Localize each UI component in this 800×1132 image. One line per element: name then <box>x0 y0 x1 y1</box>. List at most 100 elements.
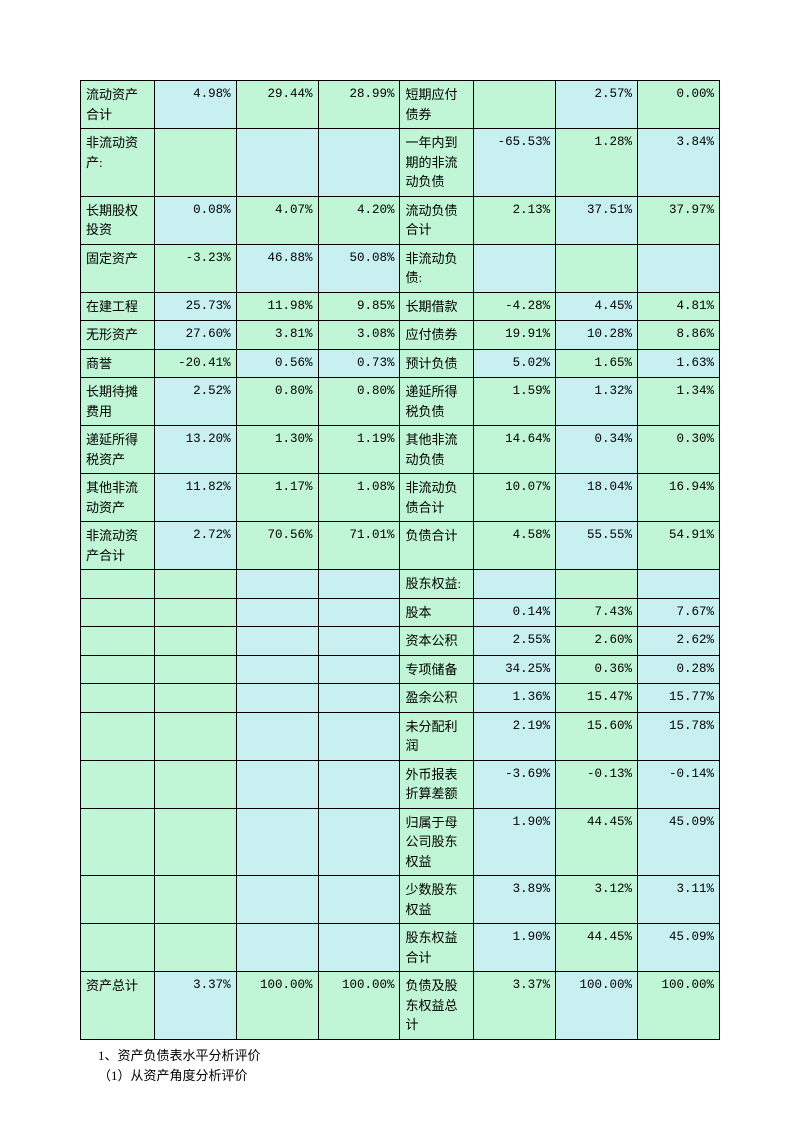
table-row: 股东权益: <box>81 570 720 599</box>
right-label: 股东权益: <box>400 570 474 599</box>
left-label <box>81 808 155 876</box>
col-d <box>474 81 556 129</box>
table-row: 归属于母公司股东权益1.90%44.45%45.09% <box>81 808 720 876</box>
right-label: 股东权益合计 <box>400 924 474 972</box>
right-label: 负债合计 <box>400 522 474 570</box>
col-e: 44.45% <box>556 808 638 876</box>
col-d: 0.14% <box>474 598 556 627</box>
right-label: 少数股东权益 <box>400 876 474 924</box>
col-d: -4.28% <box>474 292 556 321</box>
right-label: 专项储备 <box>400 655 474 684</box>
col-b <box>236 129 318 197</box>
col-a: 2.52% <box>154 378 236 426</box>
col-d: 1.90% <box>474 924 556 972</box>
col-a <box>154 760 236 808</box>
col-b <box>236 712 318 760</box>
right-label: 非流动负债: <box>400 244 474 292</box>
table-row: 长期待摊费用2.52%0.80%0.80%递延所得税负债1.59%1.32%1.… <box>81 378 720 426</box>
left-label <box>81 712 155 760</box>
col-e: 0.34% <box>556 426 638 474</box>
right-label: 一年内到期的非流动负债 <box>400 129 474 197</box>
col-a <box>154 129 236 197</box>
col-e: 3.12% <box>556 876 638 924</box>
col-e: 2.60% <box>556 627 638 656</box>
table-row: 股本0.14%7.43%7.67% <box>81 598 720 627</box>
col-a: 4.98% <box>154 81 236 129</box>
col-f: -0.14% <box>638 760 720 808</box>
col-f: 3.11% <box>638 876 720 924</box>
table-row: 流动资产合计4.98%29.44%28.99%短期应付债券2.57%0.00% <box>81 81 720 129</box>
col-f: 0.00% <box>638 81 720 129</box>
col-e: 4.45% <box>556 292 638 321</box>
left-label: 在建工程 <box>81 292 155 321</box>
col-a <box>154 712 236 760</box>
balance-sheet-table: 流动资产合计4.98%29.44%28.99%短期应付债券2.57%0.00% 非… <box>80 80 720 1040</box>
col-b <box>236 924 318 972</box>
col-d: 3.37% <box>474 972 556 1040</box>
table-row: 固定资产-3.23%46.88%50.08%非流动负债: <box>81 244 720 292</box>
col-b: 0.80% <box>236 378 318 426</box>
col-a: 2.72% <box>154 522 236 570</box>
col-f: 8.86% <box>638 321 720 350</box>
right-label: 递延所得税负债 <box>400 378 474 426</box>
col-c <box>318 760 400 808</box>
col-d: 10.07% <box>474 474 556 522</box>
col-b <box>236 808 318 876</box>
col-d: 34.25% <box>474 655 556 684</box>
note-line-2: （1）从资产角度分析评价 <box>98 1066 720 1087</box>
col-b <box>236 684 318 713</box>
col-d: 4.58% <box>474 522 556 570</box>
col-d <box>474 244 556 292</box>
col-c: 28.99% <box>318 81 400 129</box>
col-f: 2.62% <box>638 627 720 656</box>
col-a: 11.82% <box>154 474 236 522</box>
col-e: 2.57% <box>556 81 638 129</box>
left-label <box>81 876 155 924</box>
col-a: 0.08% <box>154 196 236 244</box>
table-row: 无形资产27.60%3.81%3.08%应付债券19.91%10.28%8.86… <box>81 321 720 350</box>
col-f <box>638 244 720 292</box>
col-b: 1.30% <box>236 426 318 474</box>
col-c: 0.73% <box>318 349 400 378</box>
col-d: 1.36% <box>474 684 556 713</box>
col-a: 27.60% <box>154 321 236 350</box>
col-d: -65.53% <box>474 129 556 197</box>
col-f: 45.09% <box>638 924 720 972</box>
table-row: 盈余公积1.36%15.47%15.77% <box>81 684 720 713</box>
left-label <box>81 924 155 972</box>
col-b: 11.98% <box>236 292 318 321</box>
col-f: 45.09% <box>638 808 720 876</box>
col-d: 2.19% <box>474 712 556 760</box>
col-f: 3.84% <box>638 129 720 197</box>
right-label: 非流动负债合计 <box>400 474 474 522</box>
col-e: 15.47% <box>556 684 638 713</box>
left-label: 资产总计 <box>81 972 155 1040</box>
left-label <box>81 627 155 656</box>
col-c <box>318 684 400 713</box>
col-b <box>236 655 318 684</box>
col-f: 15.77% <box>638 684 720 713</box>
col-c <box>318 808 400 876</box>
col-d: 3.89% <box>474 876 556 924</box>
col-c <box>318 876 400 924</box>
col-a: 13.20% <box>154 426 236 474</box>
col-f: 7.67% <box>638 598 720 627</box>
col-b <box>236 570 318 599</box>
right-label: 归属于母公司股东权益 <box>400 808 474 876</box>
col-f: 16.94% <box>638 474 720 522</box>
col-b <box>236 627 318 656</box>
left-label <box>81 655 155 684</box>
col-c: 100.00% <box>318 972 400 1040</box>
col-c <box>318 570 400 599</box>
col-b: 46.88% <box>236 244 318 292</box>
left-label: 固定资产 <box>81 244 155 292</box>
col-a <box>154 808 236 876</box>
left-label: 商誉 <box>81 349 155 378</box>
right-label: 资本公积 <box>400 627 474 656</box>
col-e: 18.04% <box>556 474 638 522</box>
col-d: 2.55% <box>474 627 556 656</box>
col-e: 55.55% <box>556 522 638 570</box>
left-label <box>81 684 155 713</box>
col-c: 1.08% <box>318 474 400 522</box>
col-e: -0.13% <box>556 760 638 808</box>
